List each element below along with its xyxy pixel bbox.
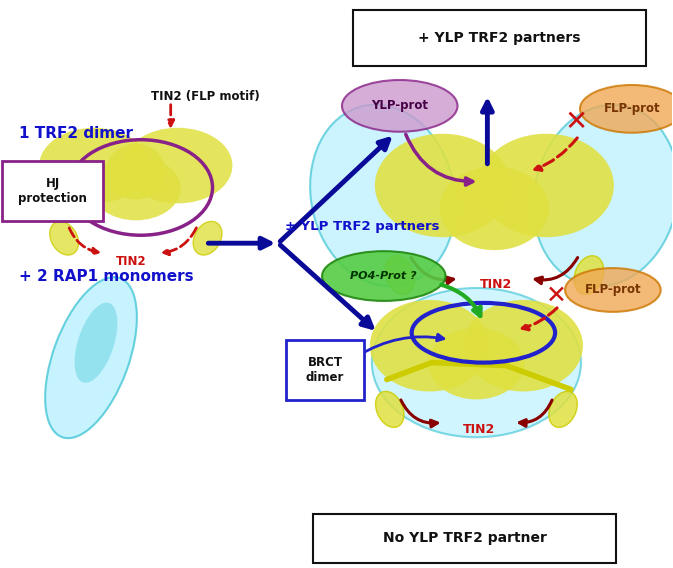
Ellipse shape: [45, 277, 137, 438]
Ellipse shape: [574, 256, 604, 294]
Text: BRCT
dimer: BRCT dimer: [306, 356, 344, 383]
Text: HJ
protection: HJ protection: [18, 177, 87, 205]
Text: No YLP TRF2 partner: No YLP TRF2 partner: [382, 531, 546, 545]
FancyArrowPatch shape: [69, 228, 98, 254]
FancyArrowPatch shape: [441, 285, 481, 316]
FancyArrowPatch shape: [535, 138, 577, 170]
Text: ✕: ✕: [546, 284, 567, 308]
Text: YLP-prot: YLP-prot: [371, 99, 428, 112]
Ellipse shape: [439, 166, 549, 250]
Ellipse shape: [50, 222, 79, 255]
Ellipse shape: [549, 391, 577, 427]
Ellipse shape: [322, 251, 446, 301]
Text: TIN2: TIN2: [463, 423, 495, 436]
Ellipse shape: [385, 256, 415, 294]
Text: PO4-Prot ?: PO4-Prot ?: [351, 271, 417, 281]
FancyBboxPatch shape: [313, 514, 616, 563]
FancyArrowPatch shape: [411, 257, 454, 283]
Ellipse shape: [123, 128, 232, 203]
Ellipse shape: [533, 105, 673, 286]
Text: + YLP TRF2 partners: + YLP TRF2 partners: [418, 31, 581, 45]
Text: FLP-prot: FLP-prot: [604, 102, 660, 115]
FancyArrowPatch shape: [281, 245, 371, 327]
FancyArrowPatch shape: [406, 134, 472, 185]
FancyBboxPatch shape: [353, 10, 645, 66]
Text: TIN2: TIN2: [481, 278, 512, 291]
Ellipse shape: [375, 133, 510, 237]
Ellipse shape: [106, 144, 166, 199]
Text: ± YLP TRF2 partners: ± YLP TRF2 partners: [285, 220, 439, 233]
Ellipse shape: [464, 300, 583, 391]
FancyArrowPatch shape: [483, 102, 493, 164]
Ellipse shape: [429, 328, 524, 399]
Ellipse shape: [193, 222, 222, 255]
Ellipse shape: [376, 391, 404, 427]
Ellipse shape: [342, 80, 458, 132]
Ellipse shape: [580, 85, 673, 133]
Ellipse shape: [479, 133, 614, 237]
Text: ✕: ✕: [565, 108, 588, 136]
FancyArrowPatch shape: [535, 257, 577, 283]
Ellipse shape: [75, 303, 117, 383]
Text: FLP-prot: FLP-prot: [585, 283, 641, 296]
Ellipse shape: [91, 157, 180, 220]
Text: + 2 RAP1 monomers: + 2 RAP1 monomers: [20, 269, 194, 283]
FancyBboxPatch shape: [3, 161, 103, 222]
Ellipse shape: [565, 268, 661, 312]
FancyArrowPatch shape: [522, 308, 557, 330]
FancyBboxPatch shape: [286, 340, 364, 400]
Text: TIN2: TIN2: [116, 254, 146, 268]
FancyArrowPatch shape: [209, 238, 270, 248]
FancyArrowPatch shape: [520, 400, 552, 426]
Text: TIN2 (FLP motif): TIN2 (FLP motif): [151, 90, 260, 103]
FancyArrowPatch shape: [357, 334, 444, 356]
Text: 1 TRF2 dimer: 1 TRF2 dimer: [20, 126, 133, 141]
Ellipse shape: [370, 300, 489, 391]
FancyArrowPatch shape: [168, 105, 174, 126]
Ellipse shape: [39, 128, 149, 203]
FancyArrowPatch shape: [164, 228, 197, 254]
Ellipse shape: [310, 105, 456, 286]
FancyArrowPatch shape: [401, 400, 437, 427]
FancyArrowPatch shape: [280, 139, 389, 241]
Ellipse shape: [372, 288, 581, 437]
